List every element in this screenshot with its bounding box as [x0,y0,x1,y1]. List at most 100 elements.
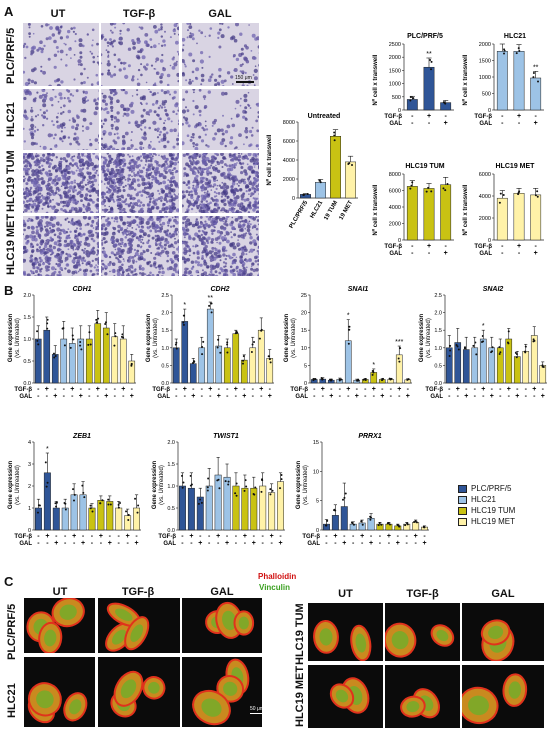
stained-cell [187,272,191,275]
stained-cell [106,181,111,185]
stained-cell [111,127,114,130]
stained-cell [157,92,159,94]
stained-cell [119,32,122,35]
stained-cell [85,126,90,131]
stained-cell [78,222,83,227]
stained-cell [152,200,156,204]
data-point [370,516,373,519]
stained-cell [141,209,145,213]
stained-cell [201,269,204,272]
stained-cell [60,58,63,61]
x-category-label: HLC21 [310,199,325,219]
stained-cell [26,199,29,203]
stained-cell [116,99,120,103]
stained-cell [134,268,137,271]
stained-cell [143,258,146,262]
stained-cell [190,136,193,139]
stained-cell [142,203,146,207]
stained-cell [56,227,61,232]
stained-cell [49,26,53,30]
stained-cell [140,159,143,162]
stained-cell [146,241,150,245]
stained-cell [95,268,99,272]
stained-cell [169,36,172,39]
y-tick-label: 10 [313,469,319,475]
vinculin-signal [391,631,409,650]
data-point [425,190,428,193]
stained-cell [202,153,207,157]
y-tick-label: 5 [316,499,319,505]
stained-cell [36,248,39,251]
stained-cell [110,123,114,128]
stained-cell [57,253,60,256]
stained-cell [236,113,240,118]
gal-treatment-mark: + [53,393,57,400]
y-tick-label: 1000 [479,75,491,81]
data-point [182,323,185,326]
stained-cell [61,228,65,233]
stained-cell [210,160,214,165]
stained-cell [244,106,248,110]
stained-cell [225,249,228,252]
stained-cell [152,147,156,150]
gal-treatment-mark: + [534,250,538,257]
stained-cell [118,153,122,157]
stained-cell [101,262,105,266]
stained-cell [255,178,259,182]
stained-cell [252,239,257,244]
stained-cell [149,159,153,163]
bar [34,338,42,384]
stained-cell [210,223,214,227]
stained-cell [122,230,127,235]
stained-cell [159,216,164,218]
stained-cell [232,199,236,203]
stained-cell [108,145,112,149]
tgf-row-label: TGF-β [474,244,492,250]
stained-cell [204,168,207,171]
stained-cell [75,220,79,224]
vinculin-signal [436,629,449,642]
stained-cell [169,128,174,133]
stained-cell [114,216,119,221]
stained-cell [82,130,84,132]
stained-cell [73,244,76,247]
stained-cell [36,174,40,178]
data-point [72,488,75,491]
stained-cell [31,169,35,173]
data-point [117,503,120,506]
stained-cell [164,160,168,164]
stained-cell [77,172,82,177]
stained-cell [141,272,145,276]
stained-cell [206,172,210,176]
stained-cell [112,188,117,193]
stained-cell [213,157,217,161]
stained-cell [87,171,92,176]
stained-cell [159,75,163,80]
fluorescence-cells [462,673,528,725]
tgf-treatment-mark: - [516,386,519,393]
stained-cell [139,155,143,158]
stained-cell [119,41,123,46]
stained-cell [183,236,186,239]
stained-cell [217,216,220,218]
stained-cell [150,140,152,143]
stained-cell [87,179,89,181]
stained-cell [240,178,245,183]
stained-cell [117,179,122,184]
stained-cell [136,78,139,81]
stained-cell [46,233,49,236]
y-tick-label: 0.5 [167,506,175,512]
stained-cell [116,132,119,135]
bar [250,487,258,531]
bar [51,354,59,384]
stained-cell [23,160,26,164]
stained-cell [165,216,169,218]
gal-treatment-mark: - [91,540,94,547]
data-point [55,501,58,504]
stained-cell [217,31,221,35]
bar [61,507,69,531]
data-point [324,524,327,527]
stained-cell [255,268,259,272]
stained-cell [147,159,151,162]
stained-cell [192,166,197,170]
